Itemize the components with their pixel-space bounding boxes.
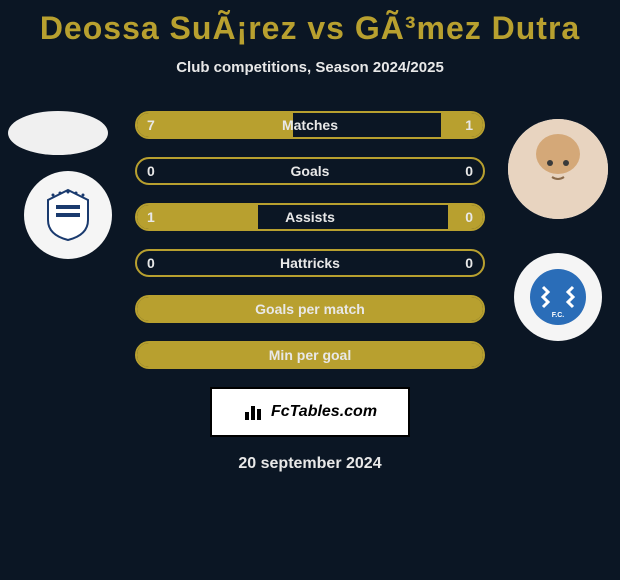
comparison-date: 20 september 2024 xyxy=(0,455,620,473)
stat-bar-goals-per-match: Goals per match xyxy=(135,295,485,323)
stat-value-left: 0 xyxy=(147,255,155,271)
comparison-subtitle: Club competitions, Season 2024/2025 xyxy=(0,59,620,76)
player-right-face-icon xyxy=(508,119,608,219)
stats-bars-container: 7 Matches 1 0 Goals 0 1 Assists 0 0 Hatt… xyxy=(135,111,485,369)
player-left-avatar xyxy=(8,111,108,155)
comparison-title: Deossa SuÃ¡rez vs GÃ³mez Dutra xyxy=(0,0,620,47)
stat-bar-assists: 1 Assists 0 xyxy=(135,203,485,231)
player-right-avatar xyxy=(508,119,608,219)
stat-label: Assists xyxy=(285,209,335,225)
svg-text:F.C.: F.C. xyxy=(552,312,565,319)
stat-value-left: 0 xyxy=(147,163,155,179)
stat-bar-min-per-goal: Min per goal xyxy=(135,341,485,369)
puebla-shield-icon: F.C. xyxy=(528,267,588,327)
stat-bar-hattricks: 0 Hattricks 0 xyxy=(135,249,485,277)
stat-fill-right xyxy=(441,113,483,137)
stat-bar-matches: 7 Matches 1 xyxy=(135,111,485,139)
stat-label: Min per goal xyxy=(269,347,351,363)
club-left-badge xyxy=(24,171,112,259)
stat-bar-goals: 0 Goals 0 xyxy=(135,157,485,185)
content-area: F.C. 7 Matches 1 0 Goals 0 1 Assists 0 xyxy=(0,111,620,473)
stat-label: Hattricks xyxy=(280,255,340,271)
stat-value-left: 1 xyxy=(147,209,155,225)
club-right-badge: F.C. xyxy=(514,253,602,341)
stat-value-right: 0 xyxy=(465,209,473,225)
stat-value-left: 7 xyxy=(147,117,155,133)
source-label: FcTables.com xyxy=(271,403,377,421)
source-attribution-box: FcTables.com xyxy=(210,387,410,437)
stat-fill-left xyxy=(137,113,293,137)
stat-label: Goals xyxy=(291,163,330,179)
stat-label: Goals per match xyxy=(255,301,365,317)
stat-label: Matches xyxy=(282,117,338,133)
pachuca-shield-icon xyxy=(38,185,98,245)
bars-logo-icon xyxy=(243,402,267,422)
stat-value-right: 0 xyxy=(465,163,473,179)
stat-value-right: 1 xyxy=(465,117,473,133)
stat-fill-left xyxy=(137,205,258,229)
stat-value-right: 0 xyxy=(465,255,473,271)
